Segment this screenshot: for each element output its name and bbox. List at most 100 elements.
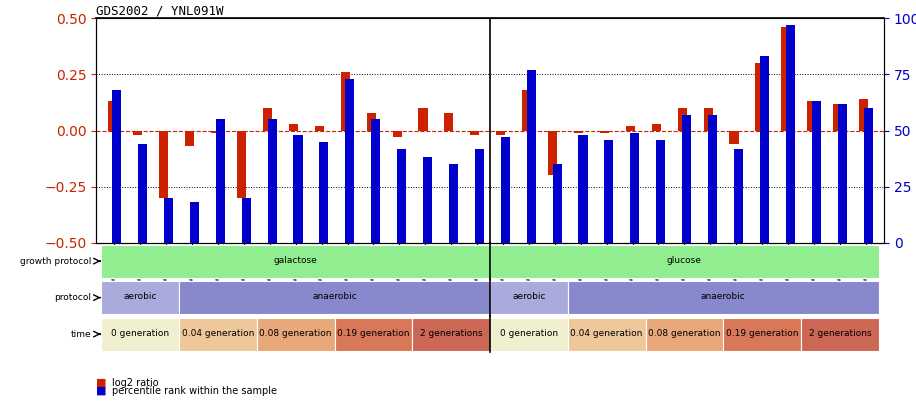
Text: 2 generations: 2 generations [420, 329, 483, 338]
Bar [490, 281, 568, 314]
Text: aerobic: aerobic [124, 292, 157, 301]
Text: log2 ratio: log2 ratio [112, 378, 158, 388]
Bar [501, 137, 510, 243]
Bar [703, 108, 713, 130]
Bar [242, 198, 251, 243]
Bar [833, 104, 842, 130]
Bar [864, 108, 873, 243]
Bar [630, 133, 639, 243]
Text: GDS2002 / YNL091W: GDS2002 / YNL091W [96, 4, 224, 17]
Text: 0.08 generation: 0.08 generation [649, 329, 721, 338]
Bar [419, 108, 428, 130]
Bar [579, 135, 587, 243]
Bar [490, 245, 878, 277]
Bar [651, 124, 660, 130]
Bar [102, 318, 180, 350]
Bar [600, 130, 609, 133]
Bar [781, 27, 791, 130]
Bar [527, 70, 536, 243]
Text: 0 generation: 0 generation [111, 329, 169, 338]
Bar [490, 318, 568, 350]
Bar [237, 130, 246, 198]
Text: time: time [71, 330, 92, 339]
Bar [180, 281, 490, 314]
Text: anaerobic: anaerobic [701, 292, 746, 301]
Bar [185, 130, 194, 146]
Bar [837, 104, 846, 243]
Bar [334, 318, 412, 350]
Text: galactose: galactose [274, 256, 318, 265]
Text: glucose: glucose [667, 256, 702, 265]
Bar [320, 142, 329, 243]
Bar [756, 63, 765, 130]
Bar [812, 101, 821, 243]
Bar [682, 115, 692, 243]
Bar [345, 79, 354, 243]
Bar [102, 281, 180, 314]
Bar [656, 139, 665, 243]
Bar [138, 144, 147, 243]
Text: ■: ■ [96, 378, 106, 388]
Text: protocol: protocol [55, 293, 92, 302]
Bar [393, 130, 401, 137]
Bar [412, 318, 490, 350]
Bar [190, 202, 199, 243]
Bar [398, 149, 406, 243]
Text: 0.19 generation: 0.19 generation [725, 329, 799, 338]
Bar [760, 56, 769, 243]
Bar [734, 149, 743, 243]
Text: 0.08 generation: 0.08 generation [259, 329, 332, 338]
Bar [212, 130, 220, 133]
Bar [256, 318, 334, 350]
Bar [574, 130, 583, 133]
Bar [522, 90, 531, 130]
Bar [678, 108, 687, 130]
Bar [807, 101, 816, 130]
Bar [112, 90, 121, 243]
Text: growth protocol: growth protocol [20, 257, 92, 266]
Bar [366, 113, 376, 130]
Bar [548, 130, 557, 175]
Text: 2 generations: 2 generations [809, 329, 871, 338]
Bar [164, 198, 173, 243]
Bar [605, 139, 614, 243]
Bar [134, 130, 143, 135]
Bar [341, 72, 350, 130]
Bar [470, 130, 479, 135]
Bar [729, 130, 738, 144]
Text: anaerobic: anaerobic [312, 292, 357, 301]
Bar [289, 124, 298, 130]
Bar [859, 99, 868, 130]
Bar [724, 318, 801, 350]
Bar [474, 149, 484, 243]
Text: 0.04 generation: 0.04 generation [181, 329, 254, 338]
Text: aerobic: aerobic [512, 292, 546, 301]
Bar [315, 126, 324, 130]
Bar [371, 119, 380, 243]
Bar [215, 119, 224, 243]
Bar [801, 318, 878, 350]
Bar [423, 158, 432, 243]
Bar [449, 164, 458, 243]
Bar [568, 281, 878, 314]
Bar [267, 119, 277, 243]
Bar [102, 245, 490, 277]
Bar [568, 318, 646, 350]
Bar [293, 135, 302, 243]
Bar [263, 108, 272, 130]
Bar [180, 318, 256, 350]
Bar [786, 25, 795, 243]
Bar [646, 318, 724, 350]
Bar [626, 126, 635, 130]
Bar [107, 101, 116, 130]
Bar [552, 164, 562, 243]
Bar [708, 115, 717, 243]
Text: ■: ■ [96, 386, 106, 396]
Bar [444, 113, 453, 130]
Text: 0.19 generation: 0.19 generation [337, 329, 409, 338]
Bar [159, 130, 169, 198]
Text: 0.04 generation: 0.04 generation [571, 329, 643, 338]
Text: percentile rank within the sample: percentile rank within the sample [112, 386, 277, 396]
Text: 0 generation: 0 generation [500, 329, 558, 338]
Bar [496, 130, 506, 135]
